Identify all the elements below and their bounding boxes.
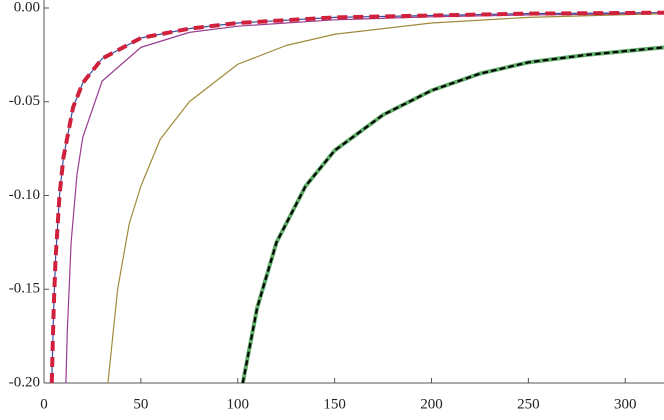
x-tick-label: 0 [40, 396, 48, 412]
series-line [107, 13, 664, 383]
series-line [51, 12, 664, 383]
x-tick-label: 300 [614, 396, 637, 412]
y-tick-label: -0.15 [9, 281, 40, 297]
x-tick-label: 200 [420, 396, 443, 412]
x-tick-label: 250 [517, 396, 540, 412]
y-tick-label: -0.05 [9, 93, 40, 109]
series-line [240, 45, 664, 383]
x-tick-label: 50 [133, 396, 148, 412]
y-tick-label: -0.10 [9, 187, 40, 203]
x-tick-label: 150 [323, 396, 346, 412]
y-tick-label: 0.00 [14, 0, 40, 15]
plot-area [49, 10, 664, 383]
series-line [241, 46, 664, 383]
y-tick-label: -0.20 [9, 374, 40, 390]
x-tick-label: 100 [227, 396, 250, 412]
series-line [65, 12, 664, 383]
series-line [49, 10, 664, 383]
